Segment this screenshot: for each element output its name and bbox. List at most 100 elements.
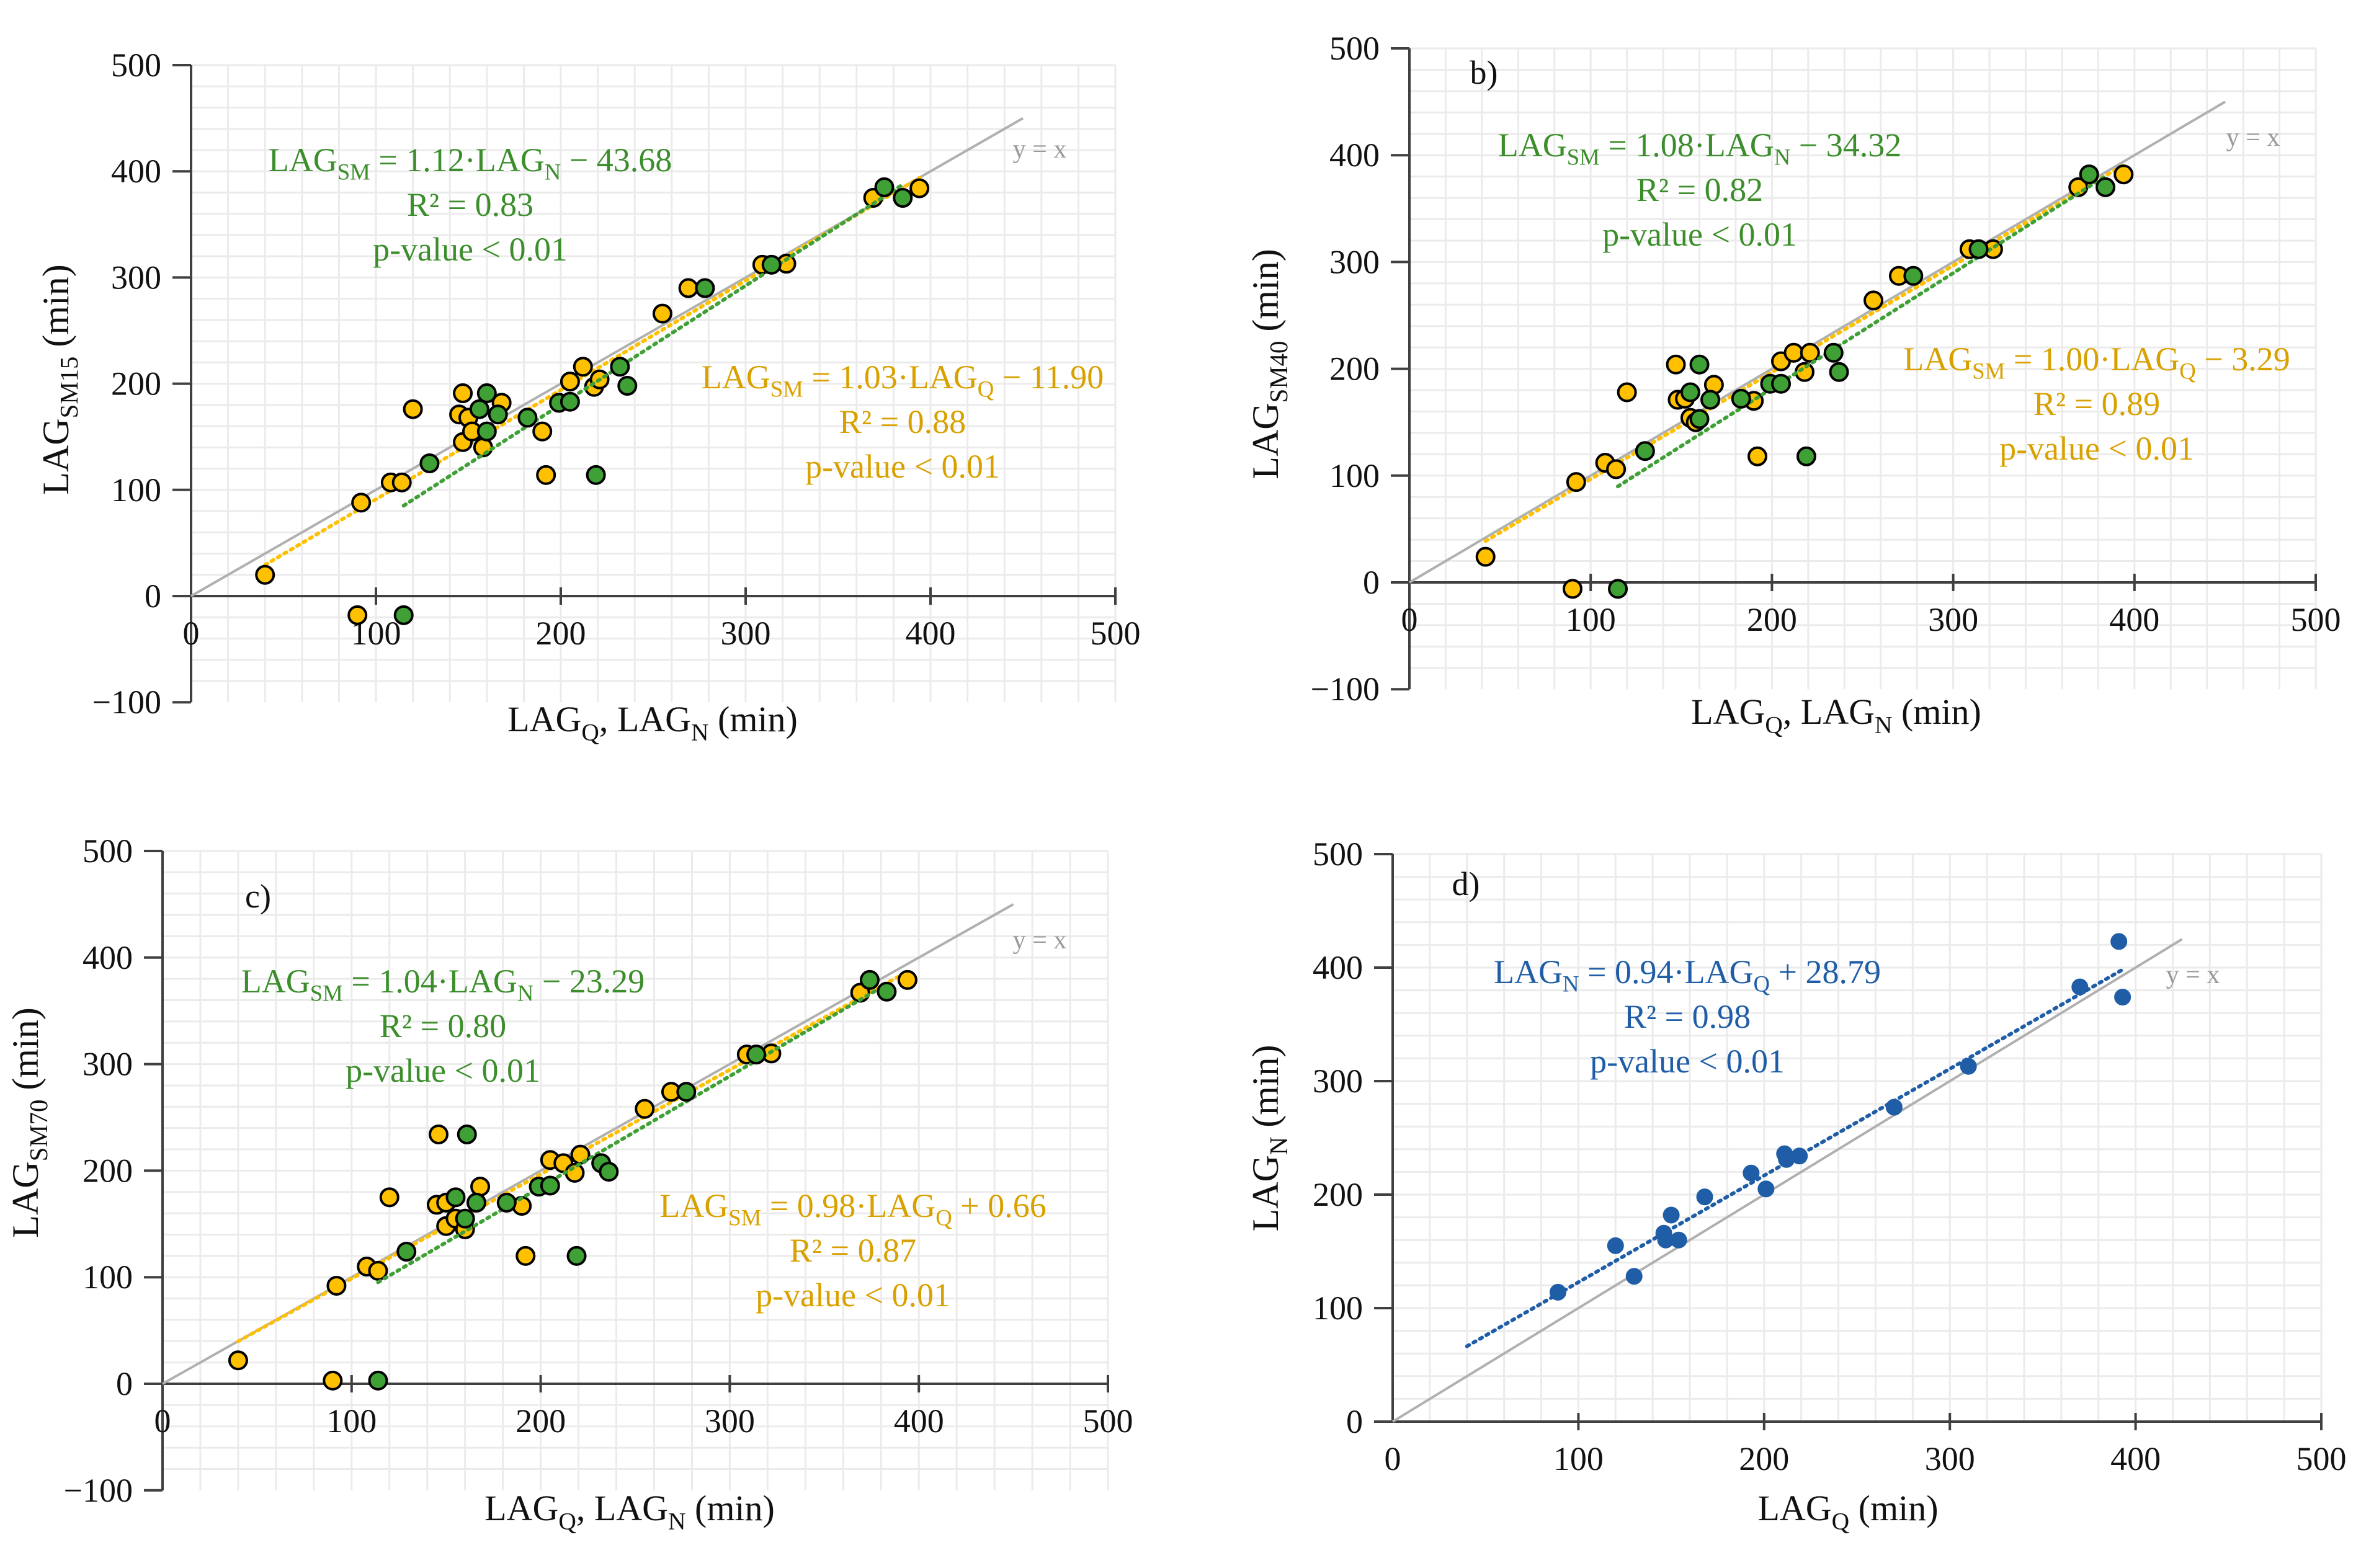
y-tick-label: 500 (111, 47, 161, 84)
x-tick-label: 400 (2109, 601, 2159, 638)
data-point-orange (560, 372, 580, 392)
text-span: p-value < 0.01 (373, 231, 568, 268)
regression-annotation: R² = 0.80 (380, 1007, 506, 1045)
x-tick-label: 300 (1928, 601, 1978, 638)
data-point-green (746, 1045, 767, 1065)
text-span: p-value < 0.01 (346, 1052, 540, 1089)
text-span: (min) (686, 1488, 775, 1528)
text-span: = 0.94·LAG (1579, 953, 1754, 991)
text-span: LAG (269, 141, 337, 179)
text-span: , LAG (1783, 692, 1875, 732)
text-span: = 0.98·LAG (761, 1187, 935, 1224)
data-point-blue (1791, 1147, 1808, 1165)
text-span: (min) (5, 1007, 46, 1099)
data-point-blue (2114, 989, 2131, 1006)
data-point-green (877, 981, 897, 1002)
data-point-green (2079, 164, 2099, 185)
data-point-green (1700, 390, 1721, 410)
data-point-blue (2110, 933, 2128, 950)
trendline-green (376, 982, 889, 1285)
data-point-green (419, 453, 440, 473)
data-point-orange (532, 421, 553, 442)
text-span: R² = 0.88 (839, 403, 966, 440)
data-point-green (599, 1162, 619, 1182)
text-span: p-value < 0.01 (1999, 430, 2194, 467)
x-tick-label: 500 (2296, 1440, 2347, 1477)
subscript: N (1875, 711, 1892, 739)
x-axis-title: LAGQ (min) (1757, 1488, 1938, 1535)
subscript: SM40 (1265, 341, 1293, 403)
text-span: + 0.66 (952, 1187, 1047, 1224)
data-point-blue (2071, 978, 2089, 996)
text-span: − 11.90 (994, 359, 1104, 396)
subscript: Q (978, 376, 994, 402)
text-span: − 3.29 (2196, 341, 2290, 378)
text-span: LAG (1245, 403, 1286, 479)
text-span: p-value < 0.01 (1602, 216, 1797, 253)
subscript: N (668, 1508, 685, 1535)
data-point-blue (1885, 1098, 1903, 1116)
text-span: (min) (1893, 692, 1981, 732)
text-span: (min) (1245, 1045, 1286, 1136)
data-point-green (476, 383, 497, 404)
x-tick-label: 200 (1739, 1440, 1789, 1477)
subscript: Q (2179, 359, 2196, 384)
x-tick-label: 400 (894, 1402, 944, 1440)
x-axis-title: LAGQ, LAGN (min) (484, 1488, 775, 1535)
data-point-orange (453, 383, 473, 404)
y-tick-label: 500 (83, 832, 133, 870)
y-tick-label: −100 (92, 684, 161, 721)
subscript: SM15 (55, 357, 83, 419)
y-tick-label: 400 (1313, 949, 1363, 986)
text-span: LAG (1245, 1155, 1286, 1231)
x-tick-label: 0 (1401, 601, 1418, 638)
regression-annotation: p-value < 0.01 (373, 231, 568, 268)
data-point-green (496, 1192, 517, 1213)
regression-annotation: p-value < 0.01 (756, 1276, 950, 1314)
y-tick-label: 100 (111, 471, 161, 509)
text-span: = 1.00·LAG (2005, 341, 2179, 378)
regression-annotation: p-value < 0.01 (1602, 216, 1797, 253)
data-point-green (466, 1192, 486, 1213)
data-point-orange (470, 1177, 491, 1197)
data-point-orange (1783, 342, 1804, 363)
data-point-green (1796, 446, 1816, 466)
chart-panel-2: 0 100 200 300 400 500 −100 0 100 200 300 400 500 y = … (1245, 30, 2341, 739)
data-point-blue (1549, 1283, 1566, 1301)
data-point-green (517, 408, 538, 428)
data-point-green (560, 391, 580, 412)
y-tick-label: 500 (1313, 835, 1363, 873)
data-point-green (1829, 362, 1849, 382)
identity-line (1391, 938, 2183, 1423)
regression-annotation: LAGSM = 0.98·LAGQ + 0.66 (659, 1187, 1046, 1231)
data-point-blue (1960, 1058, 1977, 1075)
text-span: (min) (1245, 249, 1286, 341)
subscript: Q (1765, 711, 1782, 739)
regression-annotation: LAGSM = 1.00·LAGQ − 3.29 (1903, 341, 2290, 384)
data-point-orange (897, 969, 917, 990)
data-point-orange (909, 178, 930, 198)
data-point-green (1903, 265, 1924, 286)
text-span: LAG (241, 963, 310, 1000)
text-span: LAG (702, 359, 770, 396)
text-span: LAG (5, 1161, 46, 1237)
subscript: N (691, 719, 708, 746)
y-tick-label: 300 (111, 259, 161, 296)
x-tick-label: 400 (2110, 1440, 2161, 1477)
y-tick-label: 300 (1313, 1062, 1363, 1100)
text-span: (min) (709, 699, 798, 739)
text-span: (min) (35, 264, 76, 356)
subscript: Q (1832, 1508, 1849, 1535)
data-point-green (617, 376, 638, 396)
x-tick-label: 500 (2291, 601, 2341, 638)
text-span: − 43.68 (561, 141, 672, 179)
text-span: R² = 0.82 (1636, 171, 1763, 208)
data-point-green (893, 188, 913, 208)
regression-annotation: p-value < 0.01 (1590, 1043, 1785, 1080)
subscript: Q (581, 719, 599, 746)
subscript: SM (337, 159, 370, 185)
trendline-green (1616, 174, 2108, 489)
text-span: = 1.03·LAG (803, 359, 978, 396)
x-tick-label: 200 (516, 1402, 566, 1440)
